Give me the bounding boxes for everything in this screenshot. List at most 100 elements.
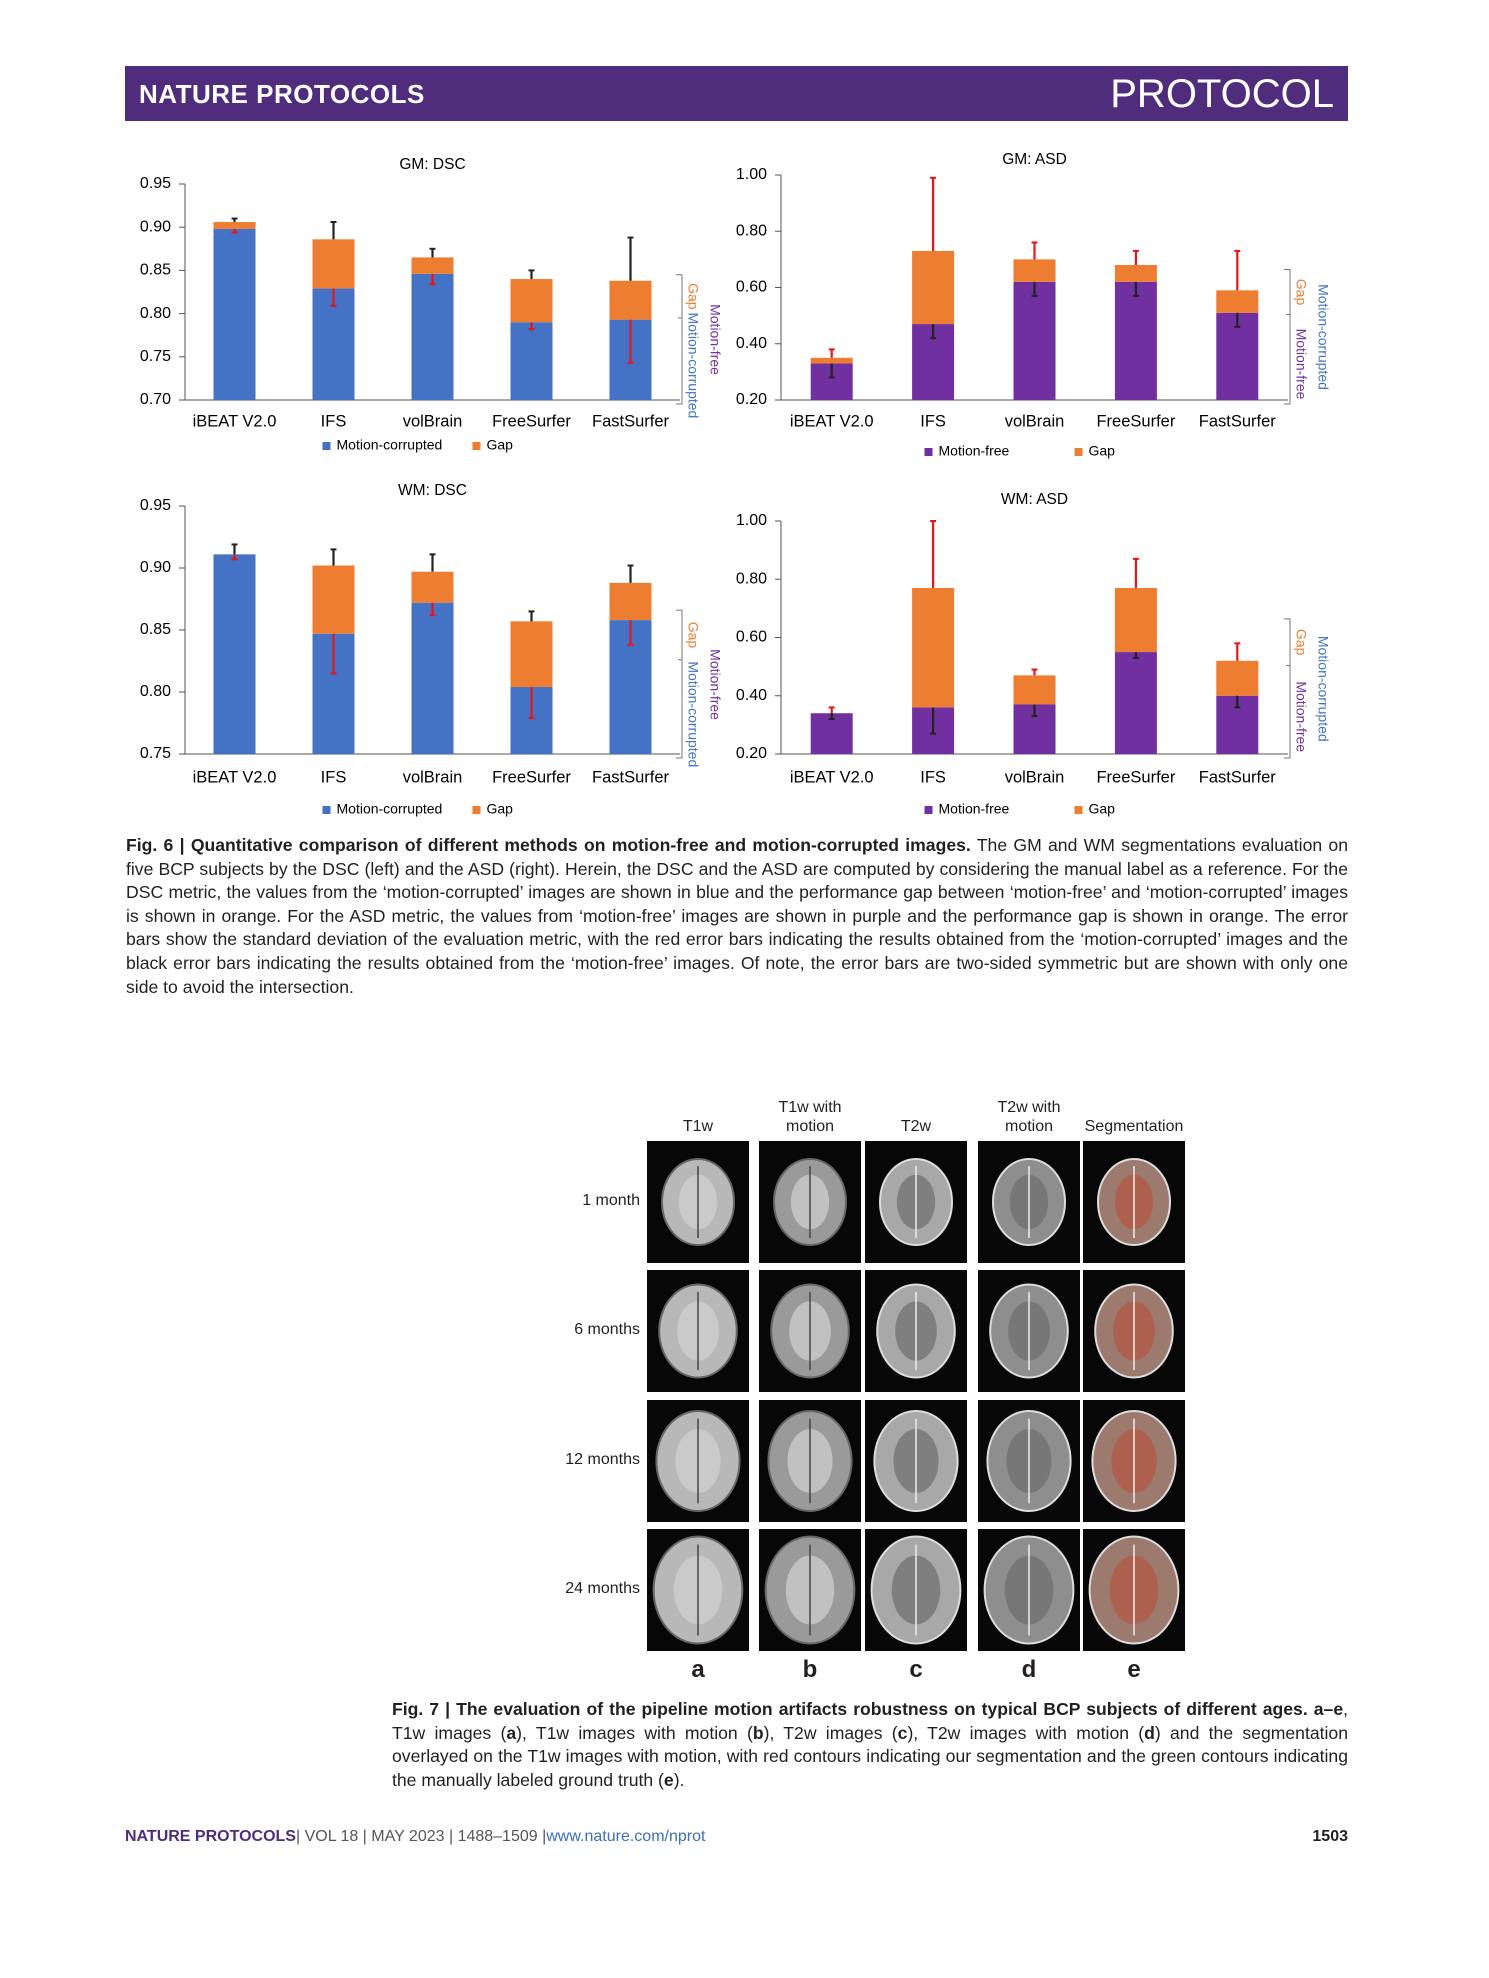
y-tick-label: 0.75 xyxy=(140,348,171,365)
legend-label: Gap xyxy=(1089,801,1116,817)
column-header: T2w with motion xyxy=(997,1099,1061,1135)
x-tick-label: iBEAT V2.0 xyxy=(790,412,874,430)
side-label: Motion-free xyxy=(1293,681,1309,752)
x-tick-label: FreeSurfer xyxy=(1096,768,1175,786)
x-tick-label: volBrain xyxy=(403,412,463,430)
bar-segment xyxy=(1216,660,1259,696)
side-label: Motion-corrupted xyxy=(1315,284,1331,390)
legend-label: Gap xyxy=(1089,443,1116,459)
bar-segment xyxy=(609,582,652,621)
bar-segment xyxy=(1013,259,1056,282)
legend-label: Gap xyxy=(487,801,514,817)
bar-segment xyxy=(1013,281,1056,400)
y-tick-label: 0.90 xyxy=(140,559,171,576)
legend-label: Motion-corrupted xyxy=(337,437,443,453)
legend-swatch xyxy=(1074,806,1083,814)
bar-segment xyxy=(609,280,652,320)
x-tick-label: IFS xyxy=(321,412,347,430)
legend-label: Motion-corrupted xyxy=(337,801,443,817)
y-tick-label: 1.00 xyxy=(736,166,767,183)
caption-part: a–e xyxy=(1313,1699,1344,1719)
x-tick-label: volBrain xyxy=(1005,412,1065,430)
chart-title: WM: DSC xyxy=(398,482,467,499)
side-label: Motion-corrupted xyxy=(685,661,701,767)
chart-title: GM: ASD xyxy=(1002,151,1067,168)
y-tick-label: 0.20 xyxy=(736,745,767,762)
bar-segment xyxy=(312,288,355,400)
caption-part: e xyxy=(663,1769,674,1790)
bar-segment xyxy=(510,279,553,323)
bar-segment xyxy=(213,222,256,229)
row-label: 24 months xyxy=(565,1580,640,1597)
legend-swatch xyxy=(924,806,933,814)
y-tick-label: 0.85 xyxy=(140,621,171,638)
x-tick-label: volBrain xyxy=(1005,768,1065,786)
side-bracket xyxy=(1284,618,1291,759)
bar-segment xyxy=(1114,281,1157,400)
column-header: T1w with motion xyxy=(778,1099,842,1135)
y-tick-label: 0.95 xyxy=(140,175,171,192)
bar-segment xyxy=(213,228,256,400)
side-bracket xyxy=(676,274,683,405)
y-tick-label: 0.85 xyxy=(140,262,171,279)
caption-title: Fig. 6 | Quantitative comparison of diff… xyxy=(126,835,971,855)
x-tick-label: IFS xyxy=(321,768,347,786)
row-label: 1 month xyxy=(582,1192,640,1209)
caption-part: ), T2w images with motion ( xyxy=(907,1722,1145,1743)
column-header: T1w xyxy=(682,1118,714,1135)
figure-7-images xyxy=(647,1141,1185,1651)
bar-segment xyxy=(1114,265,1157,282)
y-tick-label: 0.80 xyxy=(736,570,767,587)
figure-7-caption: Fig. 7 | The evaluation of the pipeline … xyxy=(392,1698,1348,1792)
panel-letter: e xyxy=(1127,1656,1141,1683)
panel-letter: b xyxy=(802,1656,818,1683)
y-tick-label: 0.95 xyxy=(140,497,171,514)
bar-segment xyxy=(510,621,553,688)
caption-part: ), T1w images with motion ( xyxy=(516,1722,753,1743)
panel-letter: d xyxy=(1021,1656,1037,1683)
bar-segment xyxy=(411,571,454,603)
legend-swatch xyxy=(472,806,481,814)
bar-segment xyxy=(1013,675,1056,705)
legend-swatch xyxy=(322,806,331,814)
bar-segment xyxy=(411,602,454,754)
caption-part: ), T2w images ( xyxy=(763,1722,898,1743)
x-tick-label: FastSurfer xyxy=(592,768,670,786)
side-label: Gap xyxy=(685,283,701,310)
y-tick-label: 0.60 xyxy=(736,279,767,296)
side-bracket xyxy=(1284,269,1291,405)
caption-part: ). xyxy=(673,1769,685,1790)
legend-swatch xyxy=(1074,448,1083,456)
y-tick-label: 0.40 xyxy=(736,335,767,352)
figure-6-charts: GM: DSC 0.70 0.75 0.80 0.85 0.90 0.95 iBEAT V2.… xyxy=(140,151,1331,817)
section-name: PROTOCOL xyxy=(1110,72,1334,116)
bar-segment xyxy=(1114,587,1157,653)
y-tick-label: 0.75 xyxy=(140,745,171,762)
legend-label: Motion-free xyxy=(939,443,1010,459)
bar-segment xyxy=(510,322,553,400)
y-tick-label: 1.00 xyxy=(736,512,767,529)
figure-6-caption: Fig. 6 | Quantitative comparison of diff… xyxy=(126,834,1348,999)
bar-segment xyxy=(411,257,454,274)
x-tick-label: FastSurfer xyxy=(1199,768,1277,786)
caption-part: b xyxy=(752,1722,764,1743)
side-label: Gap xyxy=(1293,629,1309,656)
legend-label: Gap xyxy=(487,437,514,453)
y-tick-label: 0.80 xyxy=(736,222,767,239)
legend-swatch xyxy=(472,442,481,450)
bar-segment xyxy=(912,250,955,325)
x-tick-label: IFS xyxy=(920,768,946,786)
chart-title: GM: DSC xyxy=(399,156,465,173)
column-header: T2w xyxy=(900,1118,932,1135)
x-tick-label: FastSurfer xyxy=(1199,412,1277,430)
side-label: Motion-free xyxy=(707,304,723,375)
column-header: Segmentation xyxy=(1084,1118,1184,1135)
caption-part: , T1w images ( xyxy=(392,1699,1348,1743)
bar-segment xyxy=(411,273,454,400)
row-label: 6 months xyxy=(574,1321,640,1338)
bar-segment xyxy=(312,565,355,634)
x-tick-label: iBEAT V2.0 xyxy=(193,412,277,430)
x-tick-label: FreeSurfer xyxy=(1096,412,1175,430)
footer-info: | VOL 18 | MAY 2023 | 1488–1509 | xyxy=(295,1828,547,1845)
